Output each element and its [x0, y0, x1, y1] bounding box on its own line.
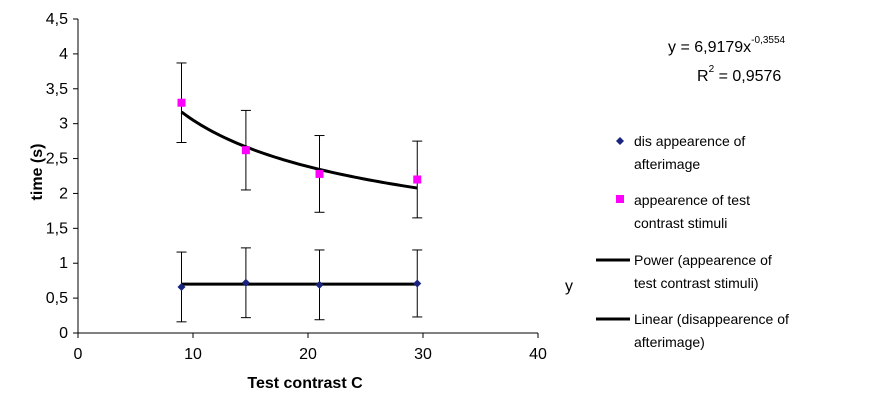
legend-label-1b: afterimage [634, 156, 700, 172]
r2-prefix: R [697, 68, 709, 85]
y-tick-label: 0 [59, 325, 68, 342]
svg-text:Power (appearence of: Power (appearence of [634, 252, 772, 268]
data-point-appearence [177, 98, 186, 107]
legend-label-4a: Linear (disappearence of [634, 311, 789, 327]
y-tick-label: 3,5 [46, 81, 68, 98]
y-tick-label: 4 [59, 46, 68, 63]
data-point-appearence [413, 175, 422, 184]
x-tick-label: 30 [414, 346, 432, 363]
x-tick-label: 40 [529, 346, 547, 363]
x-tick-label: 0 [74, 346, 83, 363]
data-point-disappearence [315, 280, 324, 289]
svg-text:Linear (disappearence of: Linear (disappearence of [634, 311, 789, 327]
legend-label-3a: Power (appearence of [634, 252, 772, 268]
x-tick-label: 20 [299, 346, 317, 363]
svg-text:appearence of test: appearence of test [634, 192, 750, 208]
x-axis-title: Test contrast C [247, 375, 363, 392]
y-tick-label: 1,5 [46, 220, 68, 237]
legend-marker-square [616, 195, 624, 203]
svg-text:y = 6,9179x-0,3554: y = 6,9179x-0,3554 [668, 35, 786, 56]
y-tick-label: 1 [59, 255, 68, 272]
y-tick-label: 2,5 [46, 151, 68, 168]
data-point-disappearence [241, 278, 250, 287]
svg-text:afterimage): afterimage) [634, 334, 705, 350]
svg-text:afterimage: afterimage [634, 156, 700, 172]
y-tick-label: 0,5 [46, 290, 68, 307]
plot-area: 0 0,5 1 1,5 2 2,5 3 3,5 4 4,5 0 10 20 30 40 [46, 11, 547, 363]
svg-text:R2 = 0,9576: R2 = 0,9576 [697, 64, 781, 85]
trendline-power [180, 110, 418, 190]
y-tick-label: 2 [59, 185, 68, 202]
legend-marker-diamond [616, 137, 624, 145]
x-tick-label: 10 [184, 346, 202, 363]
y-tick-label: 3 [59, 116, 68, 133]
data-point-appearence [315, 169, 324, 178]
r2-value: = 0,9576 [714, 68, 781, 85]
legend-label-2b: contrast stimuli [634, 215, 727, 231]
svg-text:dis appearence of: dis appearence of [634, 133, 745, 149]
stray-y-label: y [565, 278, 573, 295]
equation-exponent: -0,3554 [751, 35, 785, 46]
legend-label-4b: afterimage) [634, 334, 705, 350]
y-tick-label: 4,5 [46, 11, 68, 28]
svg-text:test contrast stimuli): test contrast stimuli) [634, 275, 758, 291]
y-axis-title: time (s) [29, 144, 46, 201]
data-point-appearence [241, 146, 250, 155]
data-point-disappearence [413, 279, 422, 288]
legend: dis appearence of afterimage appearence … [596, 133, 789, 350]
equation-main: y = 6,9179x [668, 39, 751, 56]
legend-label-2a: appearence of test [634, 192, 750, 208]
legend-label-3b: test contrast stimuli) [634, 275, 758, 291]
data-point-disappearence [177, 282, 186, 291]
svg-text:contrast stimuli: contrast stimuli [634, 215, 727, 231]
r2-exponent: 2 [709, 64, 715, 75]
trendline-equation: y = 6,9179x-0,3554 R2 = 0,9576 [668, 35, 786, 85]
legend-label-1a: dis appearence of [634, 133, 745, 149]
